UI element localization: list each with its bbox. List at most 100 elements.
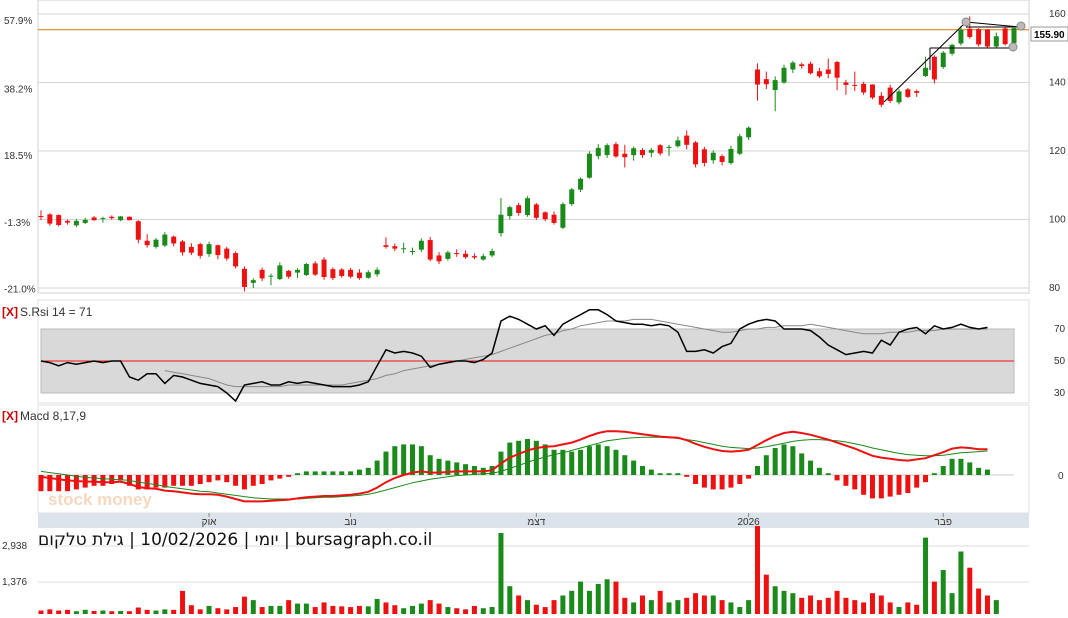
candle-body (144, 240, 150, 246)
volume-bar (286, 600, 292, 614)
candle-body (710, 152, 716, 161)
volume-bar (799, 597, 805, 614)
volume-bar (843, 597, 849, 614)
candle-body (277, 265, 283, 280)
candle-body (578, 178, 584, 190)
candle-body (525, 198, 530, 216)
macd-hist-bar (984, 469, 990, 475)
macd-hist-bar (808, 460, 814, 475)
volume-bar (657, 590, 663, 614)
candle-body (896, 91, 902, 103)
candle-body (657, 145, 663, 154)
volume-bar (967, 567, 973, 614)
macd-hist-bar (197, 475, 203, 484)
volume-bar (719, 600, 725, 614)
volume-bar (958, 551, 964, 614)
candle-body (984, 29, 990, 47)
candle-body (808, 63, 814, 74)
candle-body (162, 234, 168, 246)
candle-body (569, 189, 575, 205)
candle-body (631, 148, 637, 156)
candle-body (188, 246, 194, 253)
candlestick-series (38, 16, 1017, 292)
volume-bar (489, 607, 495, 614)
macd-hist-bar (410, 444, 416, 475)
price-tick-label: 120 (1049, 146, 1066, 157)
volume-bar (808, 595, 814, 614)
volume-bar (91, 610, 97, 614)
macd-hist-bar (569, 451, 575, 475)
rsi-tick-label: 50 (1054, 356, 1066, 367)
macd-hist-bar (781, 444, 787, 475)
volume-ticks: 2,938 1,376 (2, 541, 1029, 588)
macd-hist-bar (701, 475, 707, 488)
candle-body (356, 272, 362, 279)
candle-body (737, 136, 743, 154)
macd-hist-bar (427, 455, 433, 475)
macd-hist-bar (586, 446, 592, 475)
macd-hist-bar (401, 444, 407, 475)
drawing-handle[interactable] (1008, 42, 1018, 52)
percent-tick-label: -21.0% (4, 285, 36, 296)
price-percent-ticks: 57.9% 38.2% 18.5% -1.3% -21.0% (4, 16, 36, 296)
price-panel: 57.9% 38.2% 18.5% -1.3% -21.0% 160 140 120 100 8… (4, 0, 1068, 296)
candle-body (82, 219, 88, 223)
date-label: פבר (935, 517, 952, 528)
macd-hist-bar (180, 475, 186, 486)
date-label: 2026 (738, 517, 761, 528)
macd-hist-bar (905, 475, 911, 493)
macd-hist-bar (967, 462, 973, 475)
macd-hist-bar (436, 458, 442, 475)
candle-body (746, 127, 752, 138)
volume-bar (923, 537, 929, 614)
candle-body (949, 44, 955, 54)
rsi-line (40, 309, 988, 403)
macd-close-button[interactable]: [X] (2, 409, 18, 423)
volume-bar (949, 593, 955, 614)
volume-bar (401, 608, 407, 614)
candle-body (622, 153, 628, 158)
volume-tick-label: 1,376 (2, 577, 27, 588)
candle-body (445, 252, 451, 259)
macd-hist-bar (525, 439, 530, 475)
macd-hist-bar (675, 473, 681, 475)
date-label: אוק (202, 517, 217, 528)
macd-hist-bar (206, 475, 212, 483)
candle-body (790, 62, 796, 70)
volume-bar (710, 595, 716, 614)
macd-hist-bar (268, 475, 274, 481)
candle-body (684, 135, 690, 145)
volume-bar (834, 590, 840, 614)
price-tick-label: 100 (1049, 215, 1066, 226)
candle-body (197, 244, 203, 256)
rsi-close-button[interactable]: [X] (2, 305, 18, 319)
macd-hist-bar (277, 475, 283, 479)
candle-body (763, 79, 769, 85)
candle-body (463, 253, 469, 258)
candle-body (348, 269, 354, 277)
macd-hist-bar (710, 475, 716, 490)
candle-body (153, 239, 159, 247)
volume-bar (436, 603, 442, 614)
volume-bar (259, 607, 265, 614)
candle-body (418, 240, 424, 250)
candle-body (834, 61, 840, 78)
macd-hist-bar (418, 446, 424, 475)
drawing-handle[interactable] (1016, 21, 1026, 31)
candle-body (754, 69, 760, 85)
macd-hist-bar (516, 440, 522, 475)
candle-body (675, 140, 681, 147)
date-label: דצמ (527, 517, 545, 528)
rsi-tick-label: 30 (1054, 388, 1066, 399)
macd-hist-bar (816, 467, 822, 475)
candle-body (171, 236, 177, 244)
macd-hist-bar (533, 440, 539, 475)
volume-bar (790, 593, 796, 614)
volume-bar (206, 605, 212, 614)
macd-hist-bar (73, 475, 79, 490)
volume-bar (507, 586, 513, 614)
macd-hist-bar (595, 444, 601, 475)
candle-body (312, 263, 318, 275)
drawing-handle[interactable] (961, 17, 971, 27)
